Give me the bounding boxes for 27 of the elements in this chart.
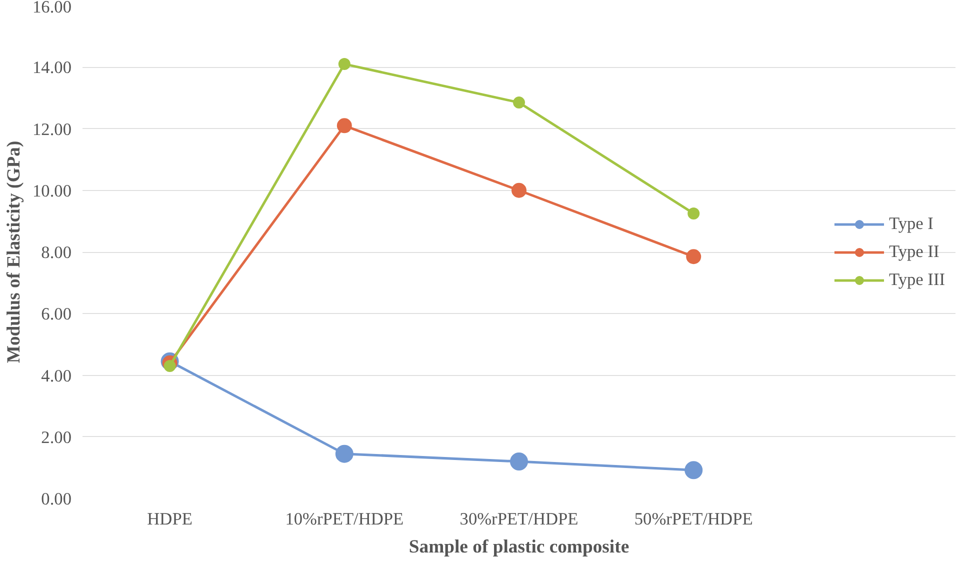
point bbox=[335, 444, 354, 463]
x-tick-label: HDPE bbox=[147, 510, 192, 528]
legend-label: Type II bbox=[888, 242, 940, 262]
y-tick-label: 12.00 bbox=[32, 120, 72, 139]
x-tick-label: 10%rPET/HDPE bbox=[285, 510, 404, 528]
point bbox=[686, 249, 702, 264]
y-tick-label: 6.00 bbox=[41, 304, 72, 324]
point bbox=[336, 118, 352, 134]
legend-label: Type I bbox=[888, 214, 934, 234]
x-axis-title: Sample of plastic composite bbox=[408, 536, 630, 558]
x-tick-label: 30%rPET/HDPE bbox=[460, 510, 578, 528]
y-tick-label: 8.00 bbox=[41, 243, 72, 262]
y-tick-label: 0.00 bbox=[41, 490, 72, 508]
point bbox=[684, 461, 703, 480]
legend-label: Type III bbox=[888, 270, 945, 290]
point bbox=[338, 58, 350, 70]
y-tick-label: 10.00 bbox=[32, 181, 72, 200]
point bbox=[688, 207, 700, 220]
point bbox=[510, 452, 528, 471]
y-tick-label: 16.00 bbox=[32, 0, 72, 16]
y-axis-title: Modulus of Elasticity (GPa) bbox=[4, 140, 25, 364]
x-tick-label: 50%rPET/HDPE bbox=[634, 510, 753, 528]
point bbox=[512, 182, 526, 198]
point bbox=[513, 96, 525, 109]
y-tick-label: 14.00 bbox=[32, 58, 72, 78]
y-tick-label: 4.00 bbox=[41, 366, 72, 386]
y-tick-label: 2.00 bbox=[41, 428, 72, 447]
